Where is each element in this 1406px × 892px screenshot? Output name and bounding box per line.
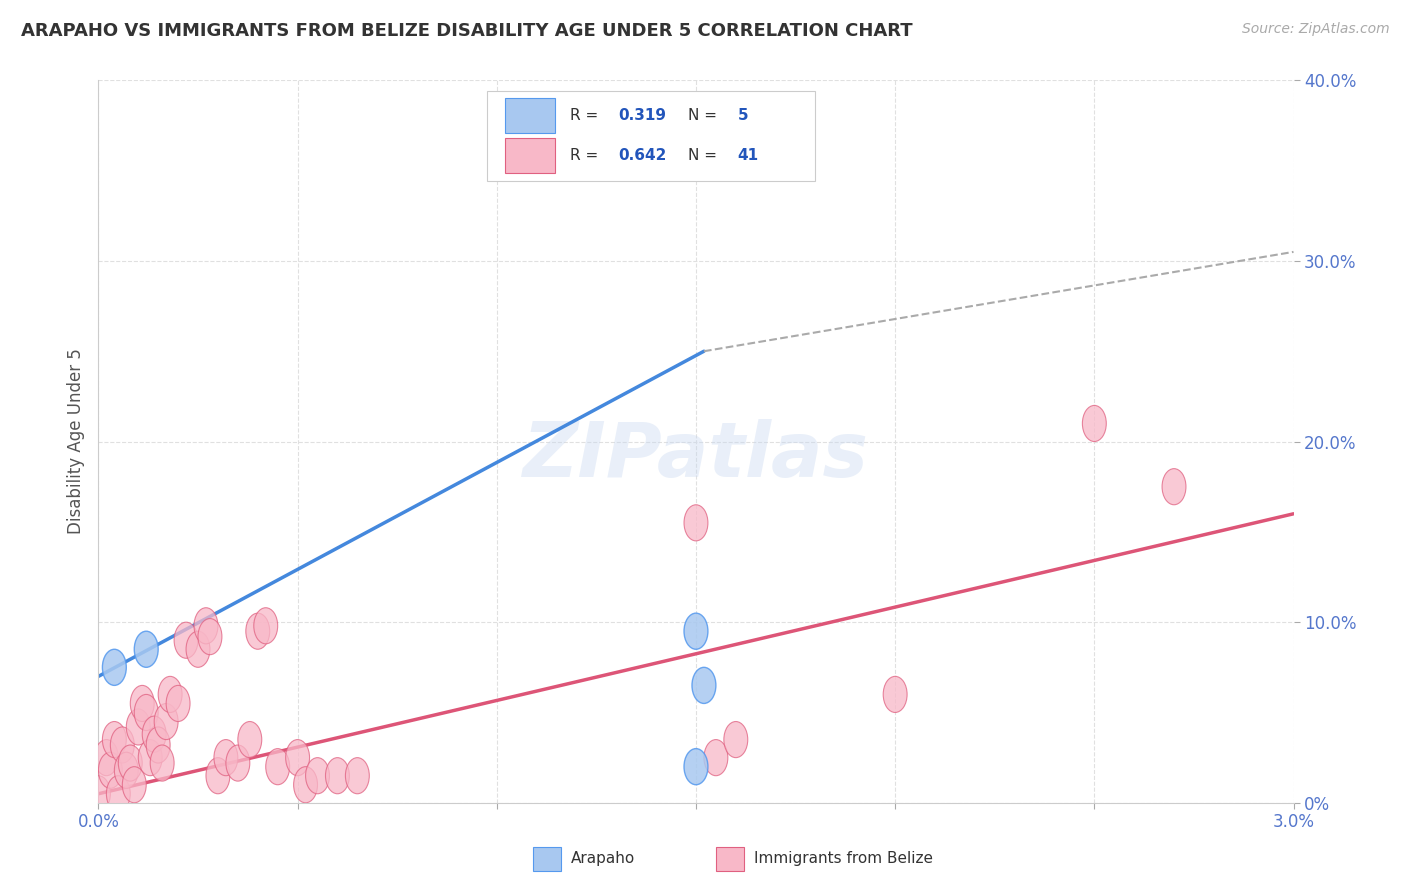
- Ellipse shape: [883, 676, 907, 713]
- Ellipse shape: [98, 752, 122, 789]
- Text: R =: R =: [571, 108, 603, 123]
- Ellipse shape: [685, 613, 709, 649]
- Text: Immigrants from Belize: Immigrants from Belize: [754, 851, 932, 866]
- Ellipse shape: [107, 776, 131, 812]
- Ellipse shape: [142, 716, 166, 752]
- Ellipse shape: [111, 727, 135, 763]
- Ellipse shape: [194, 607, 218, 644]
- Text: 0.319: 0.319: [619, 108, 666, 123]
- Ellipse shape: [118, 745, 142, 781]
- Ellipse shape: [207, 757, 231, 794]
- FancyBboxPatch shape: [716, 847, 744, 871]
- Ellipse shape: [114, 752, 138, 789]
- Ellipse shape: [704, 739, 728, 776]
- FancyBboxPatch shape: [486, 91, 815, 181]
- Text: N =: N =: [688, 148, 721, 163]
- Text: 41: 41: [738, 148, 759, 163]
- Text: ARAPAHO VS IMMIGRANTS FROM BELIZE DISABILITY AGE UNDER 5 CORRELATION CHART: ARAPAHO VS IMMIGRANTS FROM BELIZE DISABI…: [21, 22, 912, 40]
- Ellipse shape: [724, 722, 748, 757]
- Ellipse shape: [135, 694, 159, 731]
- Text: Arapaho: Arapaho: [571, 851, 636, 866]
- Ellipse shape: [285, 739, 309, 776]
- Ellipse shape: [246, 613, 270, 649]
- FancyBboxPatch shape: [533, 847, 561, 871]
- Ellipse shape: [226, 745, 250, 781]
- Ellipse shape: [150, 745, 174, 781]
- Ellipse shape: [159, 676, 183, 713]
- FancyBboxPatch shape: [505, 138, 555, 173]
- FancyBboxPatch shape: [505, 97, 555, 133]
- Ellipse shape: [94, 739, 118, 776]
- Ellipse shape: [103, 722, 127, 757]
- Ellipse shape: [87, 776, 111, 812]
- Ellipse shape: [266, 748, 290, 785]
- Ellipse shape: [685, 505, 709, 541]
- Ellipse shape: [325, 757, 350, 794]
- Text: ZIPatlas: ZIPatlas: [523, 419, 869, 493]
- Ellipse shape: [122, 767, 146, 803]
- Ellipse shape: [198, 618, 222, 655]
- Ellipse shape: [214, 739, 238, 776]
- Ellipse shape: [1083, 405, 1107, 442]
- Ellipse shape: [174, 623, 198, 658]
- Ellipse shape: [127, 709, 150, 745]
- Y-axis label: Disability Age Under 5: Disability Age Under 5: [66, 349, 84, 534]
- Ellipse shape: [138, 739, 162, 776]
- Text: N =: N =: [688, 108, 721, 123]
- Ellipse shape: [135, 632, 159, 667]
- Ellipse shape: [685, 748, 709, 785]
- Ellipse shape: [146, 727, 170, 763]
- Ellipse shape: [346, 757, 370, 794]
- Text: 5: 5: [738, 108, 748, 123]
- Ellipse shape: [155, 704, 179, 739]
- Text: Source: ZipAtlas.com: Source: ZipAtlas.com: [1241, 22, 1389, 37]
- Ellipse shape: [294, 767, 318, 803]
- Ellipse shape: [103, 649, 127, 685]
- Text: 0.642: 0.642: [619, 148, 666, 163]
- Ellipse shape: [186, 632, 209, 667]
- Ellipse shape: [254, 607, 278, 644]
- Ellipse shape: [305, 757, 329, 794]
- Ellipse shape: [238, 722, 262, 757]
- Ellipse shape: [1163, 468, 1187, 505]
- Ellipse shape: [692, 667, 716, 704]
- Text: R =: R =: [571, 148, 603, 163]
- Ellipse shape: [166, 685, 190, 722]
- Ellipse shape: [131, 685, 155, 722]
